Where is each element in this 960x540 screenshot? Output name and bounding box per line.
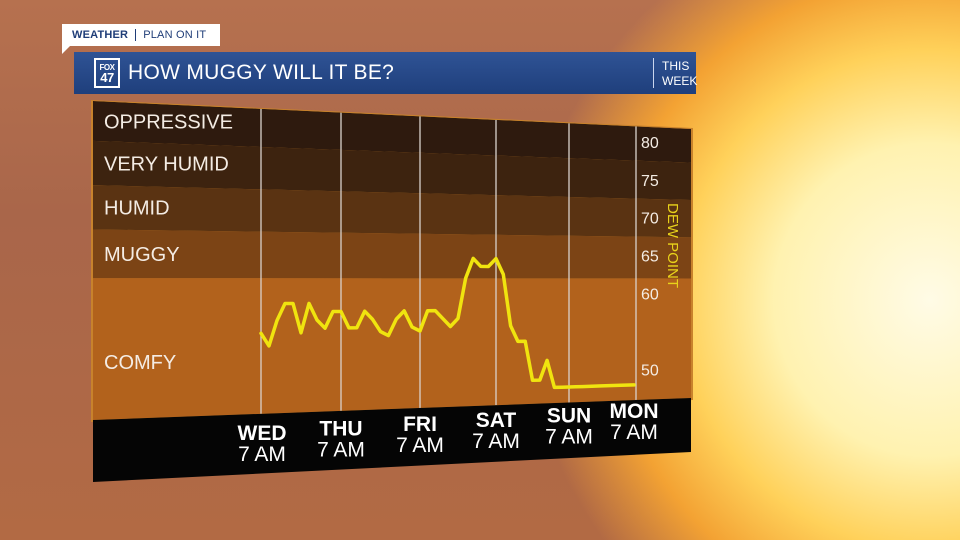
band-comfy <box>93 278 691 420</box>
band-humid <box>93 185 691 238</box>
x-tick-time: 7 AM <box>610 421 658 444</box>
segment-label: PLAN ON IT <box>143 29 207 41</box>
station-logo: FOX 47 <box>94 58 120 88</box>
y-tick-label: 80 <box>641 135 659 152</box>
y-tick-label: 75 <box>641 173 659 190</box>
x-tick-time: 7 AM <box>472 430 520 453</box>
x-tick-time: 7 AM <box>317 439 365 462</box>
band-label-very-humid: VERY HUMID <box>104 153 229 175</box>
tag-divider <box>135 29 137 41</box>
band-label-muggy: MUGGY <box>104 244 180 266</box>
band-label-oppressive: OPPRESSIVE <box>104 111 233 133</box>
x-tick-day-thu: THU <box>319 418 362 441</box>
side-line-1: THIS <box>662 59 690 73</box>
band-label-humid: HUMID <box>104 198 170 220</box>
x-tick-day-sat: SAT <box>476 409 517 432</box>
title-bar: FOX 47 HOW MUGGY WILL IT BE? THIS WEEK <box>74 52 697 94</box>
title-divider <box>653 58 654 88</box>
x-tick-time: 7 AM <box>238 443 286 466</box>
tag-tail <box>62 46 70 54</box>
logo-bottom: 47 <box>100 69 114 85</box>
y-axis-label: DEW POINT <box>664 203 681 288</box>
x-tick-day-wed: WED <box>238 422 287 445</box>
day-axis-band <box>93 398 691 482</box>
title-side: THIS WEEK <box>662 59 697 89</box>
segment-tag: WEATHER PLAN ON IT <box>62 24 220 46</box>
x-tick-day-fri: FRI <box>403 413 437 436</box>
x-tick-time: 7 AM <box>545 425 593 448</box>
band-muggy <box>93 229 691 279</box>
logo-top: FOX <box>99 62 115 72</box>
side-line-2: WEEK <box>662 74 698 88</box>
x-tick-time: 7 AM <box>396 434 444 457</box>
page-title: HOW MUGGY WILL IT BE? <box>128 61 395 84</box>
y-tick-label: 70 <box>641 211 659 228</box>
brand-label: WEATHER <box>72 29 129 41</box>
y-tick-label: 65 <box>641 249 659 266</box>
x-tick-day-sun: SUN <box>547 404 591 427</box>
band-very-humid <box>93 140 691 200</box>
y-tick-label: 50 <box>641 362 659 379</box>
x-tick-day-mon: MON <box>610 400 659 423</box>
band-oppressive <box>93 101 691 163</box>
dew-point-line <box>259 256 636 390</box>
band-label-comfy: COMFY <box>104 352 176 374</box>
y-tick-label: 60 <box>641 287 659 304</box>
